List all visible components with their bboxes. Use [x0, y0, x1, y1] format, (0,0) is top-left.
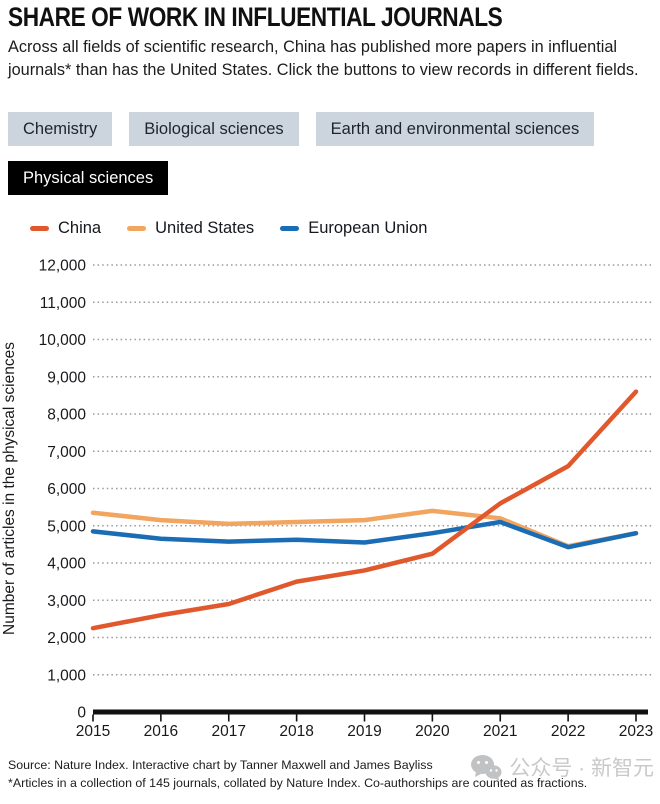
x-tick-label: 2021	[483, 723, 517, 740]
y-tick-label: 8,000	[47, 407, 86, 424]
chart-footer: Source: Nature Index. Interactive chart …	[8, 757, 587, 793]
watermark-text: 公众号 · 新智元	[509, 757, 654, 780]
field-buttons-row-2: Physical sciences	[8, 161, 169, 195]
x-tick-label: 2020	[415, 723, 450, 740]
x-tick-label: 2022	[551, 723, 585, 740]
y-tick-label: 2,000	[47, 630, 86, 647]
series-line-european-union	[90, 519, 639, 550]
wechat-icon	[471, 754, 502, 780]
legend-item-european-union: European Union	[280, 219, 427, 238]
chart-description: Across all fields of scientific research…	[8, 38, 639, 80]
y-tick-label: 12,000	[39, 258, 87, 275]
source-text: Source: Nature Index. Interactive chart …	[8, 758, 433, 772]
legend-swatch-china-icon	[30, 226, 49, 231]
series-line-china	[90, 389, 639, 631]
legend-item-united-states: United States	[127, 219, 254, 238]
y-tick-label: 1,000	[47, 667, 86, 684]
x-tick-label: 2018	[279, 723, 313, 740]
button-chemistry[interactable]: Chemistry	[8, 112, 113, 146]
legend-item-china: China	[30, 219, 101, 238]
y-tick-label: 5,000	[47, 518, 86, 535]
x-tick-label: 2015	[76, 723, 110, 740]
page-title: SHARE OF WORK IN INFLUENTIAL JOURNALS	[8, 2, 503, 32]
legend-swatch-european-union-icon	[280, 226, 300, 231]
x-axis	[93, 709, 648, 715]
legend-label-united-states: United States	[155, 219, 255, 237]
y-tick-label: 7,000	[47, 444, 86, 461]
button-physical-sciences[interactable]: Physical sciences	[8, 161, 169, 195]
chart-legend: China United States European Union	[30, 219, 427, 238]
footnote-text: *Articles in a collection of 145 journal…	[8, 775, 588, 790]
y-tick-label: 10,000	[39, 332, 87, 349]
legend-label-china: China	[58, 219, 102, 237]
y-tick-label: 4,000	[47, 556, 86, 573]
legend-label-european-union: European Union	[308, 219, 428, 237]
y-tick-label: 11,000	[40, 295, 87, 312]
legend-swatch-united-states-icon	[127, 226, 147, 231]
x-tick-label: 2016	[144, 723, 178, 740]
x-tick-label: 2019	[347, 723, 381, 740]
watermark: 公众号 · 新智元	[470, 752, 654, 782]
y-tick-label: 9,000	[47, 369, 86, 386]
chart-svg: 0 1,000 2,000 3,000 4,000 5,000 6,000 7,000 8,00…	[1, 258, 653, 741]
x-tick-label: 2017	[212, 723, 246, 740]
button-earth-environmental-sciences[interactable]: Earth and environmental sciences	[315, 112, 595, 146]
field-buttons-row-1: Chemistry Biological sciences Earth and …	[8, 112, 595, 146]
y-tick-label: 3,000	[47, 593, 86, 610]
y-tick-label: 0	[77, 705, 86, 722]
x-tick-label: 2023	[619, 723, 653, 740]
button-biological-sciences[interactable]: Biological sciences	[129, 112, 299, 146]
y-axis-title: Number of articles in the physical scien…	[1, 342, 18, 635]
y-tick-label: 6,000	[47, 481, 86, 498]
